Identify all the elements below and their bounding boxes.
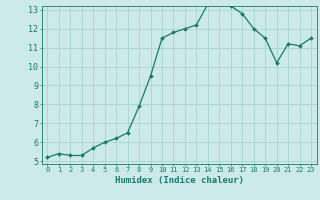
- X-axis label: Humidex (Indice chaleur): Humidex (Indice chaleur): [115, 176, 244, 185]
